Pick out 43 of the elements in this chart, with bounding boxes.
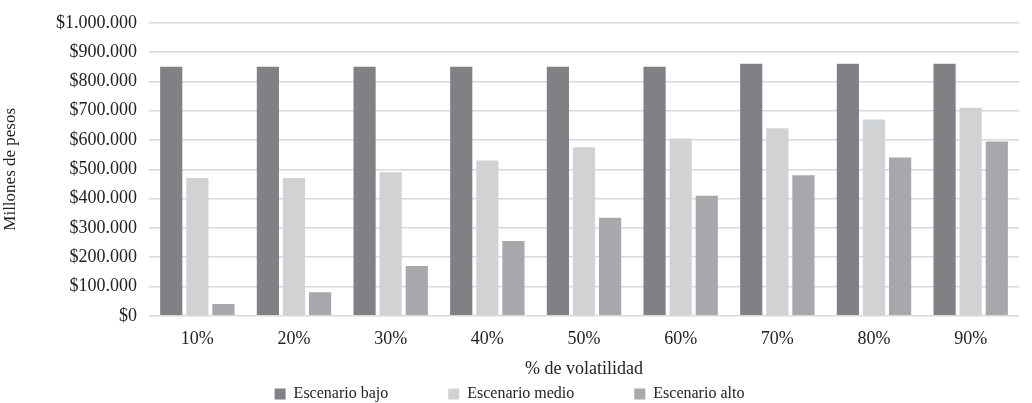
bar <box>405 265 428 316</box>
y-tick-label: $300.000 <box>69 216 137 237</box>
bar <box>792 175 815 316</box>
y-tick-label: $700.000 <box>69 99 137 120</box>
y-tick-label: $200.000 <box>69 245 137 266</box>
bar <box>599 217 622 316</box>
bar <box>160 66 183 316</box>
x-tick-label: 10% <box>180 328 214 349</box>
x-tick-label: 20% <box>277 328 311 349</box>
bar <box>740 63 763 316</box>
bar <box>502 241 525 316</box>
legend-label: Escenario alto <box>653 384 745 402</box>
bar <box>643 66 666 316</box>
bar <box>212 304 235 316</box>
y-axis-title: Millones de pesos <box>0 107 19 231</box>
x-tick-label: 50% <box>567 328 601 349</box>
bar <box>985 141 1008 316</box>
x-axis-title: % de volatilidad <box>525 357 643 378</box>
bar <box>836 63 859 316</box>
bar <box>695 195 718 316</box>
bar <box>546 66 569 316</box>
bar <box>889 157 912 316</box>
x-tick-label: 40% <box>470 328 504 349</box>
x-tick-label: 80% <box>857 328 891 349</box>
y-tick-label: $400.000 <box>69 187 137 208</box>
legend-label: Escenario medio <box>467 384 575 402</box>
y-tick-label: $900.000 <box>69 40 137 61</box>
y-tick-label: $100.000 <box>69 275 137 296</box>
y-tick-label: $600.000 <box>69 128 137 149</box>
x-tick-label: 30% <box>374 328 408 349</box>
bar <box>353 66 376 316</box>
y-tick-label: $1.000.000 <box>56 11 137 32</box>
legend-label: Escenario bajo <box>293 384 389 403</box>
y-tick-label: $500.000 <box>69 158 137 179</box>
y-tick-label: $800.000 <box>69 70 137 91</box>
bar <box>933 63 956 316</box>
x-tick-label: 70% <box>760 328 794 349</box>
x-tick-label: 90% <box>954 328 988 349</box>
bar <box>256 66 279 316</box>
bar <box>450 66 473 316</box>
y-tick-label: $0 <box>119 304 137 325</box>
bar <box>309 292 332 316</box>
x-tick-label: 60% <box>664 328 698 349</box>
